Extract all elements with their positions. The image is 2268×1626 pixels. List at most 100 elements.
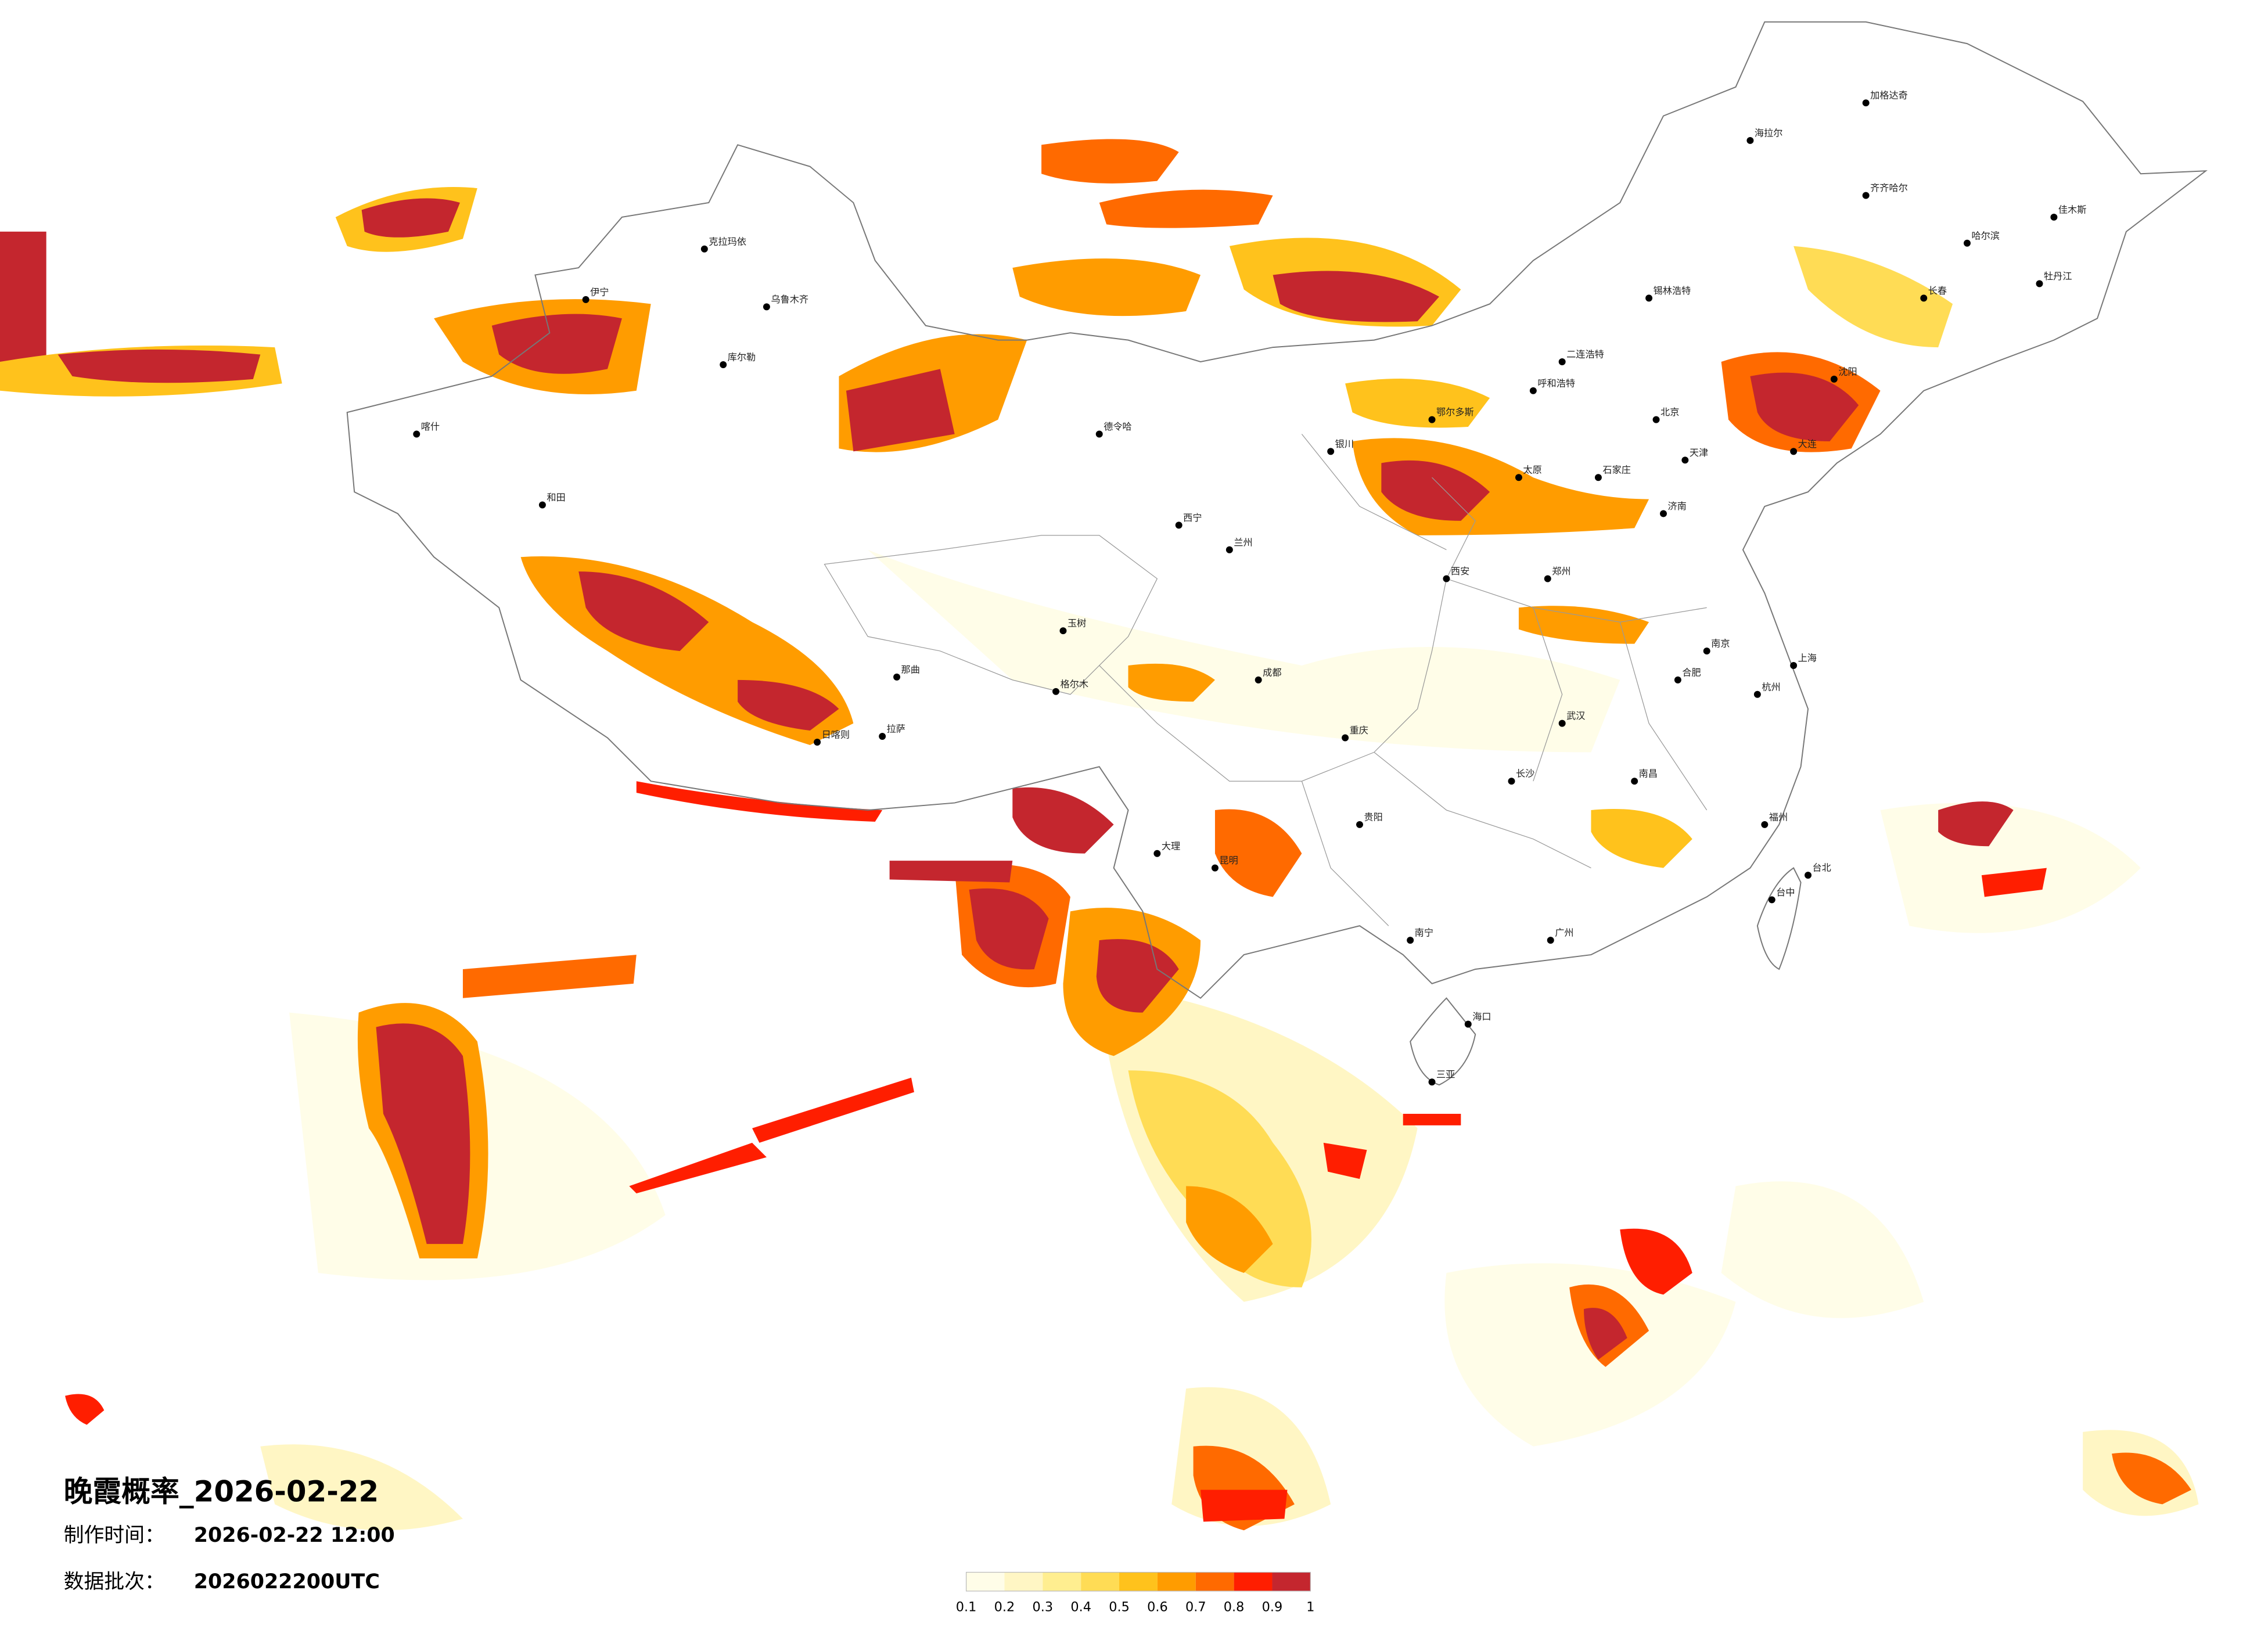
city-marker [763, 303, 770, 311]
city-label: 拉萨 [887, 724, 905, 735]
colorbar-tick-label: 0.5 [1109, 1600, 1130, 1615]
colorbar-tick-label: 0.2 [994, 1600, 1015, 1615]
city-marker [1342, 734, 1349, 742]
city-marker [720, 361, 727, 368]
city-label: 呼和浩特 [1537, 377, 1575, 388]
colorbar-swatch [1004, 1572, 1043, 1591]
info-value: 2026022200UTC [194, 1570, 380, 1593]
city-marker [1558, 720, 1566, 727]
city-marker [1964, 239, 1971, 247]
city-marker [1428, 416, 1436, 423]
city-marker [1862, 192, 1870, 199]
city-label: 伊宁 [590, 286, 609, 297]
city-marker [538, 501, 546, 509]
city-marker [879, 733, 886, 740]
colorbar-swatch [1043, 1572, 1081, 1591]
city-label: 西安 [1451, 566, 1469, 577]
city-label: 杭州 [1762, 681, 1780, 692]
city-marker [582, 296, 590, 303]
city-label: 南昌 [1639, 768, 1658, 779]
city-marker [1768, 896, 1775, 904]
city-label: 克拉玛依 [709, 236, 746, 247]
city-marker [1790, 661, 1798, 669]
city-label: 长春 [1928, 285, 1947, 296]
city-label: 石家庄 [1602, 465, 1631, 476]
city-marker [413, 430, 420, 438]
city-marker [1703, 647, 1710, 655]
colorbar-swatch [1272, 1572, 1311, 1591]
colorbar-tick-label: 0.3 [1033, 1600, 1054, 1615]
city-marker [1761, 821, 1769, 828]
city-marker [1356, 821, 1363, 828]
city-marker [1594, 474, 1602, 481]
colorbar-tick-label: 0.8 [1224, 1600, 1245, 1615]
city-marker [1753, 690, 1761, 698]
city-label: 玉树 [1067, 618, 1086, 629]
city-marker [1805, 872, 1812, 879]
city-marker [700, 245, 708, 253]
city-label: 锡林浩特 [1654, 285, 1691, 296]
map-title: 晚霞概率_2026-02-22 [64, 1474, 379, 1508]
city-label: 昆明 [1219, 855, 1238, 866]
city-marker [1059, 627, 1067, 635]
probability-field [0, 139, 2199, 1531]
city-marker [1790, 448, 1798, 455]
city-marker [1631, 778, 1638, 785]
colorbar-tick-label: 0.7 [1185, 1600, 1206, 1615]
city-label: 南宁 [1415, 927, 1433, 938]
city-marker [1225, 546, 1233, 553]
city-label: 广州 [1555, 927, 1573, 938]
city-label: 银川 [1335, 438, 1354, 449]
city-label: 海拉尔 [1755, 127, 1783, 138]
city-marker [1095, 430, 1103, 438]
country-border [346, 21, 2208, 1086]
province-borders [824, 434, 1708, 926]
city-label: 北京 [1660, 406, 1679, 418]
city-marker [1529, 387, 1537, 394]
info-value: 2026-02-22 12:00 [194, 1524, 395, 1547]
city-label: 贵阳 [1364, 811, 1382, 822]
info-label: 制作时间： [64, 1524, 165, 1547]
city-label: 济南 [1667, 501, 1686, 512]
colorbar-tick-label: 0.1 [956, 1600, 977, 1615]
city-marker [1255, 676, 1262, 684]
city-label: 那曲 [901, 664, 920, 675]
colorbar-swatch [1195, 1572, 1234, 1591]
city-label: 三亚 [1436, 1069, 1455, 1080]
city-marker [1660, 510, 1667, 517]
city-marker [814, 738, 821, 746]
city-label: 日喀则 [822, 729, 850, 740]
colorbar-frame [965, 1571, 1311, 1592]
city-marker [1681, 456, 1689, 464]
city-label: 德令哈 [1104, 421, 1132, 432]
city-label: 合肥 [1682, 667, 1701, 678]
city-label: 重庆 [1350, 725, 1368, 736]
colorbar-tick-label: 0.6 [1147, 1600, 1168, 1615]
info-label: 数据批次： [64, 1570, 165, 1593]
city-marker [1515, 474, 1522, 481]
city-marker [1327, 448, 1335, 455]
city-label: 上海 [1798, 653, 1817, 664]
city-label: 库尔勒 [728, 351, 756, 362]
city-marker [1175, 521, 1182, 529]
city-label: 大理 [1162, 840, 1180, 851]
city-marker [1862, 99, 1870, 107]
city-marker [1211, 864, 1219, 872]
city-marker [1153, 850, 1161, 857]
city-label: 武汉 [1566, 710, 1585, 721]
city-label: 南京 [1711, 638, 1730, 649]
city-label: 加格达奇 [1870, 90, 1908, 101]
city-label: 二连浩特 [1566, 349, 1604, 360]
city-label: 齐齐哈尔 [1870, 182, 1908, 193]
city-label: 喀什 [421, 421, 440, 432]
colorbar-swatch [1157, 1572, 1196, 1591]
city-marker [1407, 937, 1414, 944]
city-label: 长沙 [1516, 768, 1534, 779]
colorbar-swatch [1119, 1572, 1158, 1591]
city-marker [1830, 375, 1838, 383]
colorbar-swatch [1234, 1572, 1273, 1591]
city-label: 台中 [1776, 887, 1795, 898]
city-marker [1652, 416, 1660, 423]
